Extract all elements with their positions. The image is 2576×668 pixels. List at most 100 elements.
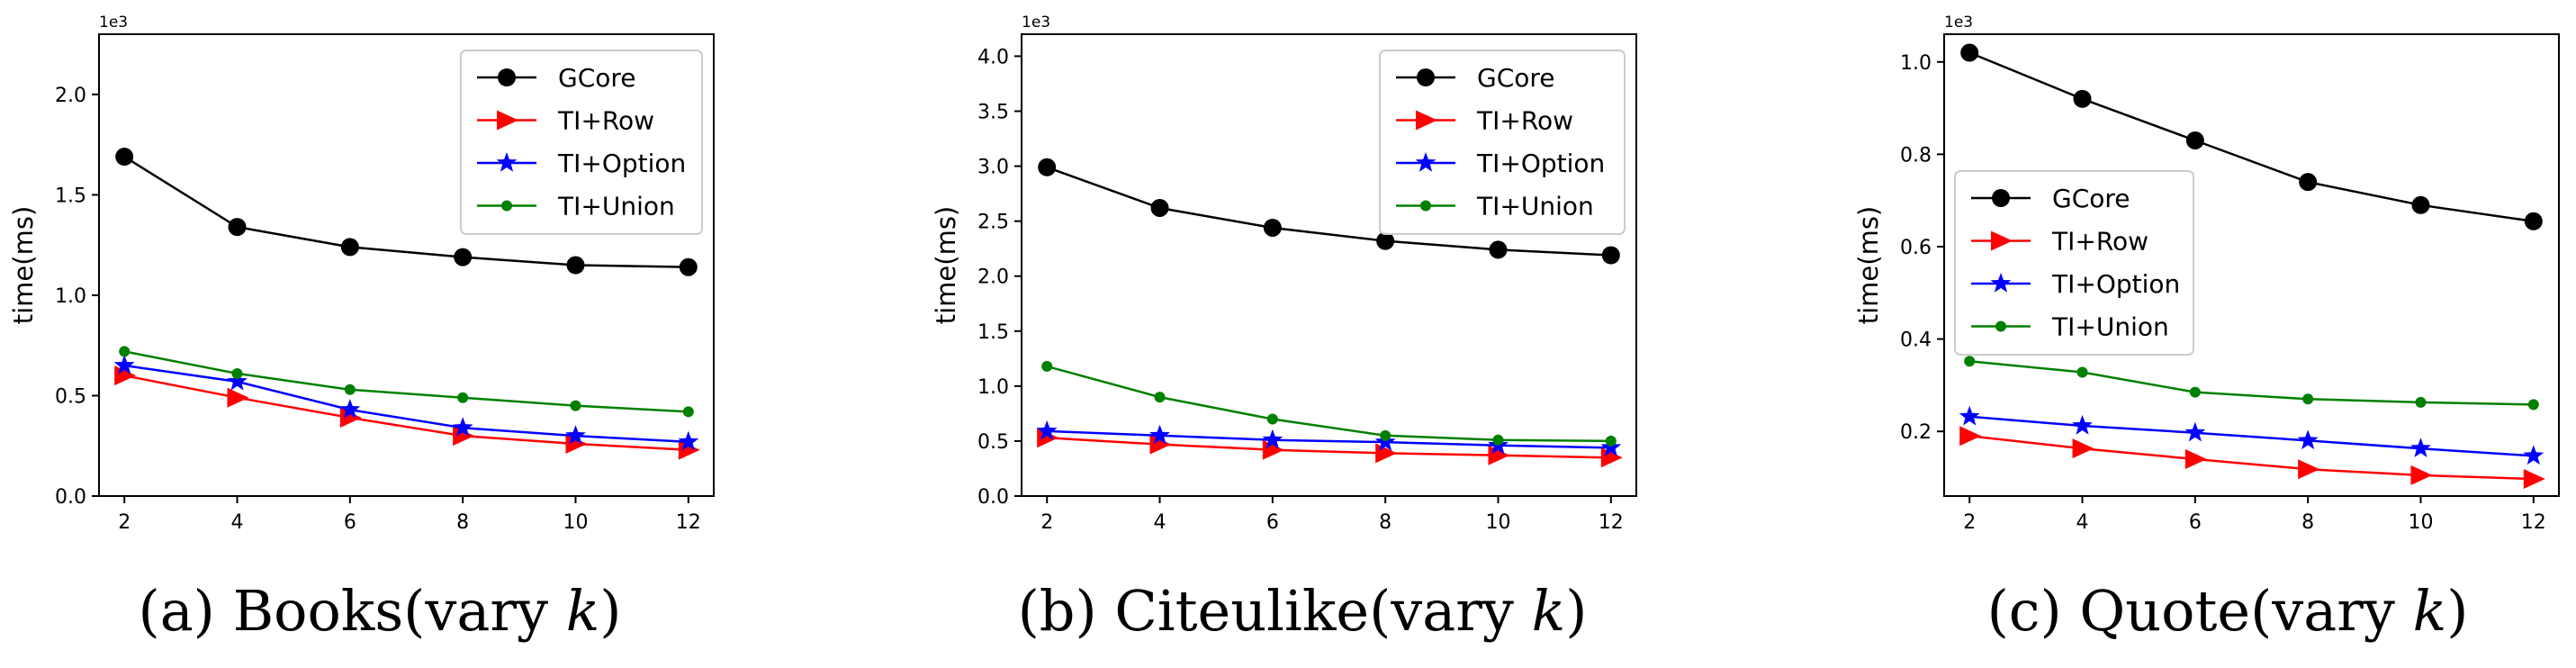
x-tick-label: 10 <box>563 511 588 534</box>
plot-frame <box>98 33 715 497</box>
legend-label: TI+Option <box>557 149 686 178</box>
x-tick-label: 4 <box>231 511 244 534</box>
caption-name: Quote(vary <box>2079 578 2412 644</box>
data-point <box>1959 405 1980 426</box>
y-tick-label: 4.0 <box>977 46 1009 68</box>
x-tick-label: 4 <box>1154 511 1166 534</box>
series-line <box>123 374 689 451</box>
data-point <box>228 218 247 237</box>
x-tick-label: 6 <box>344 511 356 534</box>
x-tick-label: 6 <box>2189 511 2202 534</box>
series-gcore <box>1038 158 1620 265</box>
y-tick-label: 0.4 <box>1900 329 1932 352</box>
y-axis-label: time(ms) <box>1853 206 1884 325</box>
data-point <box>2072 438 2094 459</box>
data-point <box>1154 392 1166 403</box>
legend-marker <box>497 110 518 131</box>
data-point <box>1600 437 1622 456</box>
x-tick-label: 8 <box>1379 511 1392 534</box>
x-tick-label: 6 <box>1266 511 1279 534</box>
data-point <box>344 384 356 395</box>
legend-label: TI+Option <box>2051 269 2180 299</box>
series-ti-option <box>113 355 699 451</box>
data-point <box>1489 240 1508 259</box>
data-point <box>1380 429 1392 441</box>
legend-marker <box>498 68 516 86</box>
y-tick-label: 2.0 <box>977 266 1009 289</box>
data-point <box>682 406 694 418</box>
y-axis-label: time(ms) <box>8 206 39 325</box>
y-tick-label: 0.0 <box>977 486 1009 509</box>
legend-marker <box>501 200 512 212</box>
data-point <box>1266 413 1278 425</box>
series-ti-row <box>1959 426 2545 490</box>
legend-label: TI+Row <box>557 106 654 136</box>
legend-label: TI+Union <box>2051 312 2169 342</box>
data-point <box>1150 198 1169 217</box>
y-tick-label: 0.5 <box>977 431 1009 454</box>
data-point <box>2073 89 2092 108</box>
data-point <box>1263 218 1282 237</box>
data-point <box>452 417 473 437</box>
caption-variable: k <box>1532 578 1566 644</box>
data-point <box>678 430 699 451</box>
legend-label: GCore <box>558 63 636 93</box>
y-tick-label: 3.5 <box>977 102 1009 124</box>
legend: GCore TI+Row TI+Option TI+Union <box>1379 50 1626 235</box>
y-tick-label: 2.5 <box>977 212 1009 234</box>
caption-variable: k <box>566 578 600 644</box>
legend-marker <box>1420 200 1431 212</box>
y-tick-label: 0.0 <box>55 486 86 509</box>
legend-marker <box>1990 273 2012 293</box>
caption-prefix: (b) <box>1018 578 1115 644</box>
series-line <box>1046 365 1611 443</box>
data-point <box>2076 366 2088 378</box>
caption-prefix: (a) <box>139 578 233 644</box>
data-point <box>565 425 586 445</box>
data-point <box>227 370 248 391</box>
data-point <box>1601 246 1620 265</box>
caption-suffix: ) <box>599 578 621 644</box>
data-point <box>2184 448 2207 469</box>
data-point <box>113 355 135 375</box>
legend-label: TI+Union <box>1476 192 1594 221</box>
data-point <box>2299 173 2318 192</box>
series-ti-union <box>119 346 694 418</box>
data-point <box>340 238 359 257</box>
data-point <box>2524 212 2543 230</box>
y-tick-label: 0.5 <box>55 385 86 408</box>
data-point <box>566 256 585 275</box>
x-tick-label: 12 <box>2521 511 2546 534</box>
caption-suffix: ) <box>2446 578 2468 644</box>
panel-caption: (c) Quote(vary k) <box>1987 578 2469 644</box>
data-point <box>2072 415 2093 435</box>
legend-label: TI+Option <box>1476 149 1605 178</box>
data-point <box>2410 465 2433 485</box>
series-line <box>123 350 689 413</box>
legend-marker <box>496 152 518 172</box>
data-point <box>1149 424 1170 445</box>
x-tick-label: 8 <box>456 511 469 534</box>
data-point <box>2527 399 2539 411</box>
data-point <box>1038 158 1057 176</box>
y-tick-label: 1.5 <box>977 321 1009 344</box>
legend-box <box>460 50 703 235</box>
legend-label: TI+Union <box>557 192 675 221</box>
data-point <box>2523 445 2544 465</box>
data-point <box>1376 231 1395 250</box>
y-tick-label: 1.5 <box>55 185 86 207</box>
data-point <box>2410 438 2431 457</box>
x-tick-label: 12 <box>1599 511 1624 534</box>
y-tick-label: 1.0 <box>55 285 86 308</box>
legend-marker <box>1992 189 2010 207</box>
data-point <box>454 248 473 266</box>
caption-name: Citeulike(vary <box>1114 578 1531 644</box>
legend-label: GCore <box>2052 184 2130 213</box>
legend-box <box>1954 170 2194 356</box>
series-line <box>1047 429 1611 449</box>
data-point <box>1960 43 1979 62</box>
data-point <box>1037 428 1059 448</box>
x-tick-label: 10 <box>1485 511 1510 534</box>
chart-panel-3: 0.2 0.4 0.6 0.8 1.0 2 4 6 8 10 12 1e3 time(ms) GCore T… <box>1853 14 2560 644</box>
data-point <box>570 400 581 411</box>
